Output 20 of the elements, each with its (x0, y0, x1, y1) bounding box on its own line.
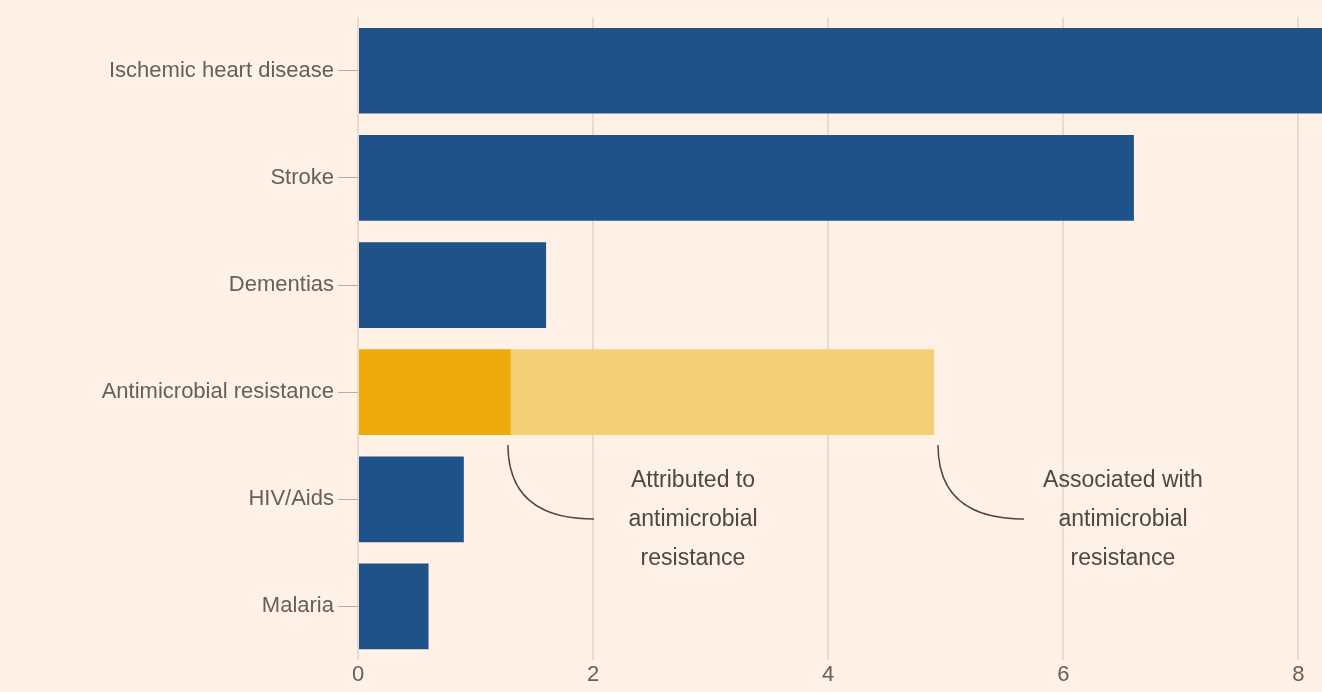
annotation: Associated with antimicrobial resistance (1042, 465, 1204, 572)
y-tick-label: Dementias (228, 271, 334, 297)
annotation: Attributed to antimicrobial resistance (627, 465, 759, 572)
bar (359, 27, 1322, 114)
bar (359, 563, 429, 650)
x-tick-label: 8 (1292, 661, 1305, 687)
bar (359, 135, 1134, 221)
x-tick-label: 0 (351, 661, 365, 687)
x-tick-label: 4 (822, 661, 835, 687)
y-tick-label: Stroke (270, 163, 334, 189)
bar (359, 242, 547, 328)
y-tick-label: Antimicrobial resistance (101, 378, 334, 404)
bar (510, 349, 935, 436)
y-tick-label: Malaria (261, 592, 335, 618)
x-tick-label: 6 (1057, 661, 1070, 687)
bar (359, 456, 464, 543)
bar (359, 349, 511, 436)
y-tick-label: HIV/Aids (248, 485, 334, 511)
y-tick-label: Ischemic heart disease (109, 56, 334, 82)
x-tick-label: 2 (587, 661, 600, 687)
